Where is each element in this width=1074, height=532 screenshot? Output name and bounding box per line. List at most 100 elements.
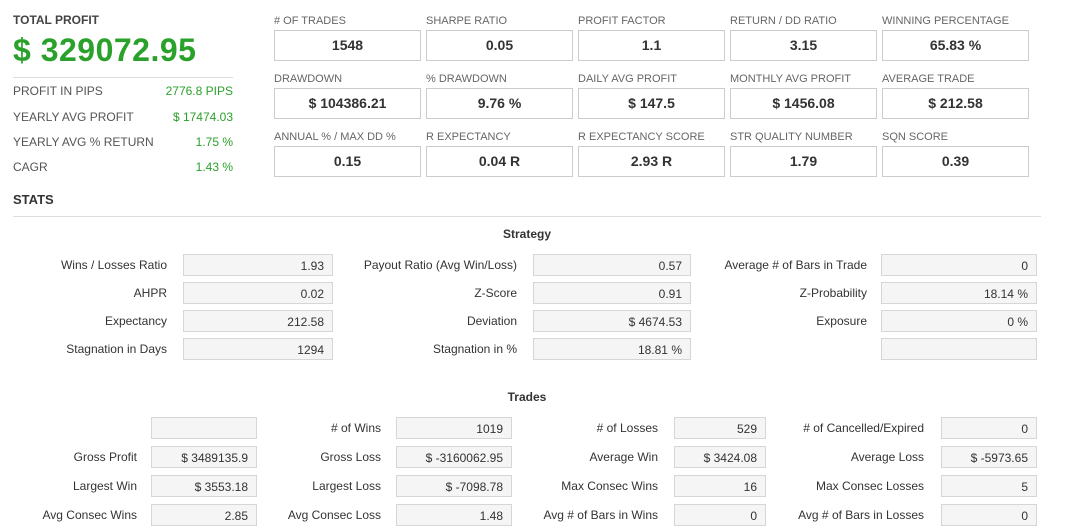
summary-label: PROFIT IN PIPS (13, 84, 103, 98)
trades-value: 0 (674, 504, 766, 526)
strategy-label: Z-Score (474, 286, 517, 300)
metric-average-trade: AVERAGE TRADE $ 212.58 (882, 73, 1029, 119)
trades-label: Average Win (589, 450, 658, 464)
summary-value: $ 17474.03 (172, 110, 233, 124)
trades-label: # of Wins (330, 421, 381, 435)
metric-sharpe-ratio: SHARPE RATIO 0.05 (426, 15, 573, 61)
trades-value: 529 (674, 417, 766, 439)
trades-label: Avg Consec Wins (42, 508, 137, 522)
trades-label: # of Losses (596, 421, 658, 435)
metric-label: ANNUAL % / MAX DD % (274, 131, 396, 143)
strategy-label: Expectancy (104, 314, 167, 328)
strategy-value: 0 % (881, 310, 1037, 332)
strategy-label (693, 337, 867, 361)
metric-label: SQN SCORE (882, 131, 949, 143)
metric-r-expectancy: R EXPECTANCY 0.04 R (426, 131, 573, 177)
trades-value: 1.48 (396, 504, 512, 526)
trades-value: 1019 (396, 417, 512, 439)
metric-trades: # OF TRADES 1548 (274, 15, 421, 61)
trades-value: $ 3553.18 (151, 475, 257, 497)
summary-value: 2776.8 PIPS (165, 84, 233, 98)
metric-value: 65.83 % (882, 30, 1029, 61)
trades-value: 2.85 (151, 504, 257, 526)
trades-label (13, 416, 137, 440)
total-profit-value: $ 329072.95 (13, 32, 197, 68)
summary-value: 1.43 % (195, 160, 233, 174)
metric-label: STR QUALITY NUMBER (730, 131, 853, 143)
metric-label: DAILY AVG PROFIT (578, 73, 678, 85)
trades-value: $ 3424.08 (674, 446, 766, 468)
metric-label: DRAWDOWN (274, 73, 343, 85)
strategy-value: 0.02 (183, 282, 333, 304)
trades-label: Gross Loss (320, 450, 381, 464)
trades-label: Gross Profit (73, 450, 137, 464)
trades-label: Average Loss (850, 450, 924, 464)
metric-value: 2.93 R (578, 146, 725, 177)
strategy-value: 0 (881, 254, 1037, 276)
strategy-heading: Strategy (502, 227, 552, 241)
strategy-label: Payout Ratio (Avg Win/Loss) (363, 258, 517, 272)
metric-sqn-score: SQN SCORE 0.39 (882, 131, 1029, 177)
summary-row-cagr: CAGR 1.43 % (13, 160, 233, 178)
strategy-value: 18.81 % (533, 338, 691, 360)
metric-str-quality-number: STR QUALITY NUMBER 1.79 (730, 131, 877, 177)
trades-label: Max Consec Losses (815, 479, 924, 493)
metric-value: 0.05 (426, 30, 573, 61)
metric-value: $ 147.5 (578, 88, 725, 119)
trades-value (151, 417, 257, 439)
trades-value: $ 3489135.9 (151, 446, 257, 468)
metric-value: $ 104386.21 (274, 88, 421, 119)
trades-label: # of Cancelled/Expired (803, 421, 924, 435)
metric-label: R EXPECTANCY (426, 131, 511, 143)
metric-value: 0.39 (882, 146, 1029, 177)
trades-label: Avg Consec Loss (287, 508, 381, 522)
stats-divider (13, 216, 1041, 217)
trades-label: Max Consec Wins (561, 479, 658, 493)
trades-label: Avg # of Bars in Losses (798, 508, 924, 522)
metric-label: AVERAGE TRADE (882, 73, 975, 85)
trades-value: 0 (941, 417, 1037, 439)
strategy-label: AHPR (133, 286, 167, 300)
summary-row-pips: PROFIT IN PIPS 2776.8 PIPS (13, 84, 233, 102)
strategy-label: Wins / Losses Ratio (60, 258, 167, 272)
strategy-value: 0.91 (533, 282, 691, 304)
metric-label: R EXPECTANCY SCORE (578, 131, 705, 143)
metric-value: 1.1 (578, 30, 725, 61)
stats-heading: STATS (13, 192, 54, 207)
metric-value: $ 1456.08 (730, 88, 877, 119)
trades-value: $ -7098.78 (396, 475, 512, 497)
metric-daily-avg-profit: DAILY AVG PROFIT $ 147.5 (578, 73, 725, 119)
metric-value: 3.15 (730, 30, 877, 61)
summary-row-yearly-return: YEARLY AVG % RETURN 1.75 % (13, 135, 233, 153)
trades-value: $ -5973.65 (941, 446, 1037, 468)
metric-value: $ 212.58 (882, 88, 1029, 119)
metric-label: SHARPE RATIO (426, 15, 508, 27)
summary-label: CAGR (13, 160, 48, 174)
metric-monthly-avg-profit: MONTHLY AVG PROFIT $ 1456.08 (730, 73, 877, 119)
trades-value: $ -3160062.95 (396, 446, 512, 468)
metric-value: 0.15 (274, 146, 421, 177)
trades-value: 5 (941, 475, 1037, 497)
strategy-value: 18.14 % (881, 282, 1037, 304)
strategy-value: 0.57 (533, 254, 691, 276)
strategy-label: Stagnation in % (432, 342, 517, 356)
trades-value: 0 (941, 504, 1037, 526)
trades-value: 16 (674, 475, 766, 497)
summary-row-yearly-profit: YEARLY AVG PROFIT $ 17474.03 (13, 110, 233, 128)
summary-divider (13, 77, 233, 78)
strategy-label: Exposure (816, 314, 867, 328)
total-profit-label: TOTAL PROFIT (13, 13, 99, 27)
strategy-label: Z-Probability (799, 286, 867, 300)
trades-label: Avg # of Bars in Wins (543, 508, 659, 522)
strategy-value (881, 338, 1037, 360)
metric-value: 1548 (274, 30, 421, 61)
strategy-label: Deviation (466, 314, 517, 328)
metric-annual-max-dd: ANNUAL % / MAX DD % 0.15 (274, 131, 421, 177)
strategy-value: 212.58 (183, 310, 333, 332)
metric-percent-drawdown: % DRAWDOWN 9.76 % (426, 73, 573, 119)
metric-label: PROFIT FACTOR (578, 15, 666, 27)
metric-drawdown: DRAWDOWN $ 104386.21 (274, 73, 421, 119)
strategy-value: 1294 (183, 338, 333, 360)
metric-label: # OF TRADES (274, 15, 346, 27)
metric-label: WINNING PERCENTAGE (882, 15, 1009, 27)
